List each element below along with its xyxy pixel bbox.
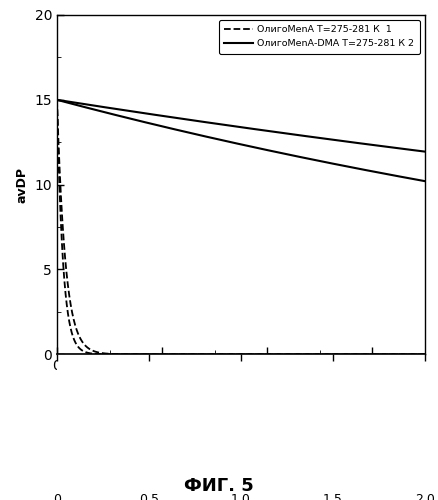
- X-axis label: Время (ч): Время (ч): [191, 378, 291, 396]
- Text: ФИГ. 5: ФИГ. 5: [184, 477, 254, 495]
- Y-axis label: avDP: avDP: [16, 166, 29, 202]
- Legend: ОлигоМеnА T=275-281 К  1, ОлигоМеnА-DMA T=275-281 К 2: ОлигоМеnА T=275-281 К 1, ОлигоМеnА-DMA T…: [219, 20, 420, 54]
